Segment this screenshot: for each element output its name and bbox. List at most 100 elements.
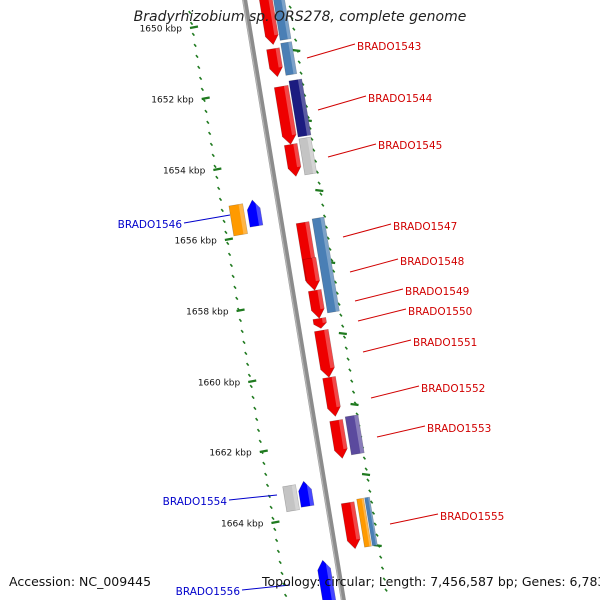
- scale-dot: [229, 263, 233, 268]
- gene-1554a: [282, 484, 300, 513]
- scale-dot: [342, 335, 347, 339]
- gene-1544b: [288, 78, 312, 138]
- scale-dot: [312, 148, 316, 152]
- gene-label-leader: [357, 308, 407, 322]
- scale-dot: [366, 478, 370, 482]
- gene-label-brado1546[interactable]: BRADO1546: [118, 219, 183, 231]
- scale-dot: [255, 417, 259, 422]
- scale-dot: [326, 236, 330, 240]
- kbp-label: 1660 kbp: [198, 379, 241, 389]
- scale-dot: [265, 483, 270, 488]
- gene-label-brado1551[interactable]: BRADO1551: [413, 337, 477, 349]
- scale-dot: [238, 318, 243, 323]
- scale-dot: [242, 340, 246, 345]
- scale-dot: [211, 153, 215, 158]
- scale-dot: [253, 406, 257, 411]
- gene-label-brado1554[interactable]: BRADO1554: [163, 496, 228, 508]
- scale-dot: [364, 467, 368, 471]
- scale-dot: [330, 258, 334, 262]
- gene-label-leader: [306, 43, 356, 59]
- kbp-label: 1664 kbp: [221, 520, 264, 530]
- gene-label-brado1553[interactable]: BRADO1553: [427, 423, 491, 435]
- scale-dot: [379, 555, 383, 559]
- scale-dot: [333, 280, 338, 284]
- scale-dot: [339, 313, 343, 317]
- scale-dot: [200, 87, 205, 92]
- gene-label-brado1545[interactable]: BRADO1545: [378, 140, 442, 152]
- left-scale-track: [188, 10, 288, 598]
- kbp-label: 1652 kbp: [151, 96, 194, 106]
- scale-dot: [337, 302, 341, 306]
- scale-dot: [246, 362, 250, 367]
- gene-label-brado1543[interactable]: BRADO1543: [357, 41, 421, 53]
- scale-dot: [348, 368, 352, 372]
- scale-dot: [220, 208, 224, 213]
- kbp-tick: [236, 308, 245, 313]
- scale-dot: [274, 538, 279, 543]
- scale-dot: [322, 214, 327, 218]
- gene-label-brado1549[interactable]: BRADO1549: [405, 286, 469, 298]
- gene-1543a: [257, 0, 279, 46]
- gene-label-brado1552[interactable]: BRADO1552: [421, 383, 485, 395]
- gene-1555a: [340, 501, 361, 550]
- gene-label-leader: [389, 513, 439, 525]
- gene-1543b: [271, 0, 292, 41]
- kbp-tick: [259, 449, 268, 454]
- right-tick: [315, 188, 324, 193]
- gene-1548: [311, 216, 340, 314]
- scale-dot: [375, 533, 379, 537]
- kbp-label: 1656 kbp: [174, 237, 217, 247]
- gene-label-brado1550[interactable]: BRADO1550: [408, 306, 472, 318]
- scale-dot: [262, 461, 266, 466]
- gene-label-leader: [354, 288, 404, 302]
- scale-dot: [235, 296, 239, 301]
- gene-label-leader: [327, 143, 377, 158]
- gene-label-brado1548[interactable]: BRADO1548: [400, 256, 464, 268]
- gene-1543d: [280, 41, 298, 76]
- scale-dot: [350, 379, 354, 383]
- scale-dot: [317, 181, 321, 185]
- gene-label-brado1547[interactable]: BRADO1547: [393, 221, 457, 233]
- scale-dot: [222, 219, 226, 224]
- scale-dot: [341, 324, 345, 328]
- scale-dot: [231, 274, 235, 279]
- scale-dot: [264, 472, 268, 477]
- scale-dot: [256, 428, 261, 433]
- kbp-tick: [224, 237, 234, 242]
- scale-dot: [273, 527, 277, 532]
- genome-title: Bradyrhizobium sp. ORS278, complete geno…: [133, 9, 467, 25]
- scale-dot: [292, 27, 296, 31]
- scale-dot: [193, 43, 197, 48]
- scale-dot: [217, 186, 221, 191]
- gene-1546a: [228, 203, 248, 237]
- scale-dot: [218, 197, 223, 202]
- scale-dot: [278, 560, 282, 565]
- scale-dot: [294, 38, 298, 42]
- kbp-tick: [189, 25, 199, 30]
- gene-1553b: [344, 414, 365, 456]
- scale-dot: [313, 159, 318, 163]
- scale-dot: [227, 252, 232, 257]
- gene-label-leader: [241, 584, 291, 591]
- scale-dot: [335, 291, 339, 295]
- scale-dot: [371, 511, 376, 515]
- gene-1550: [312, 317, 327, 329]
- scale-dot: [297, 60, 301, 64]
- kbp-tick: [213, 167, 222, 172]
- kbp-label: 1654 kbp: [163, 167, 206, 177]
- scale-dot: [209, 142, 214, 147]
- scale-dot: [258, 439, 262, 444]
- kbp-label: 1662 kbp: [209, 449, 252, 459]
- scale-dot: [373, 522, 377, 526]
- gene-1552: [322, 376, 341, 417]
- gene-label-brado1556[interactable]: BRADO1556: [176, 586, 241, 598]
- gene-label-brado1544[interactable]: BRADO1544: [368, 93, 433, 105]
- scale-dot: [344, 346, 348, 350]
- gene-1544a: [273, 84, 297, 145]
- gene-label-leader: [342, 223, 392, 238]
- gene-1554b: [298, 480, 315, 508]
- gene-label-brado1555[interactable]: BRADO1555: [440, 511, 504, 523]
- scale-dot: [204, 109, 208, 114]
- gene-label-leader: [362, 339, 412, 353]
